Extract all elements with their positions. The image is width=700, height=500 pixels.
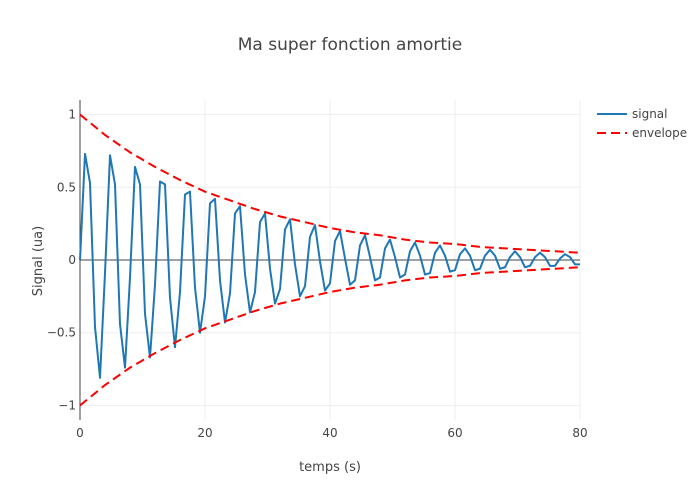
legend-item-envelope[interactable]: envelope — [597, 126, 687, 140]
y-tick-label: −1 — [58, 398, 76, 412]
x-tick-label: 60 — [447, 426, 462, 440]
legend: signal envelope — [597, 107, 687, 140]
chart-title: Ma super fonction amortie — [238, 35, 462, 55]
x-tick-label: 40 — [322, 426, 337, 440]
x-tick-label: 80 — [572, 426, 587, 440]
series-line-envelope-lower — [79, 266, 581, 407]
legend-label-envelope: envelope — [632, 126, 687, 140]
y-axis-label: Signal (ua) — [31, 226, 46, 296]
x-tick-label: 20 — [197, 426, 212, 440]
series-line-signal — [79, 152, 580, 379]
y-tick-label: 0.5 — [57, 180, 76, 194]
legend-item-signal[interactable]: signal — [597, 107, 668, 121]
y-tick-label: −0.5 — [47, 326, 76, 340]
y-tick-label: 0 — [68, 253, 76, 267]
x-tick-label: 0 — [76, 426, 84, 440]
series-line-envelope-upper — [79, 113, 581, 254]
y-tick-label: 1 — [68, 108, 76, 122]
x-axis-label: temps (s) — [299, 460, 361, 475]
ticks-layer: 0 20 40 60 80 −1 −0.5 0 0.5 1 — [47, 108, 588, 440]
legend-label-signal: signal — [632, 107, 668, 121]
series-layer — [79, 113, 581, 407]
